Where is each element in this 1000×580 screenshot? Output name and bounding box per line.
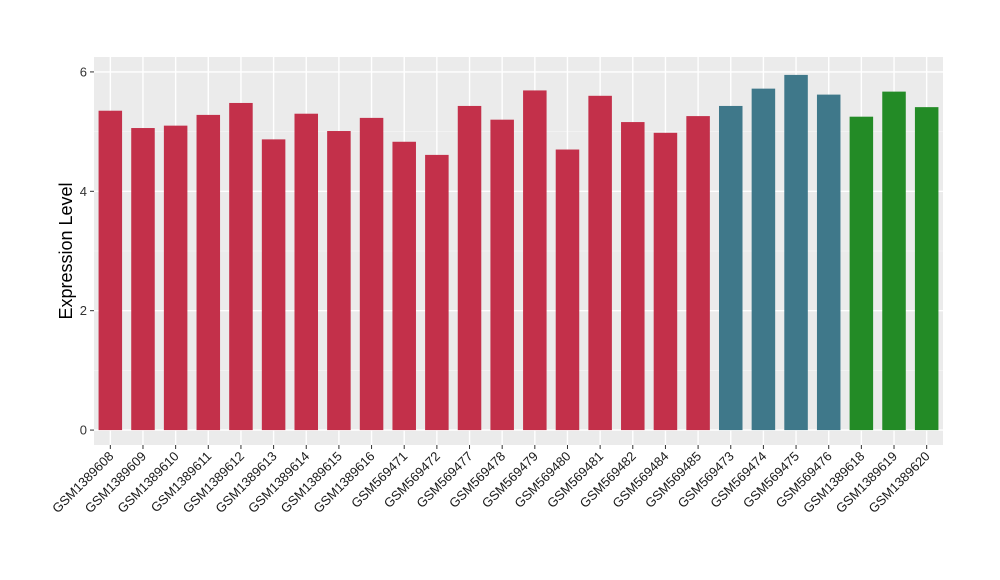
bar-GSM1389615 [327,131,351,431]
bar-GSM1389608 [98,110,123,431]
y-tick-label: 0 [80,423,87,438]
bar-GSM569482 [621,122,645,431]
bar-GSM569480 [555,149,580,431]
y-tick-label: 6 [80,64,87,79]
y-tick-label: 2 [80,303,87,318]
bar-GSM569484 [653,132,678,431]
bar-GSM569477 [457,105,482,431]
bar-GSM569478 [490,119,514,431]
bar-GSM1389612 [229,102,253,431]
bar-GSM1389618 [849,116,874,431]
bar-GSM569471 [392,141,416,431]
bars [98,74,939,431]
bar-GSM569479 [523,90,547,431]
bar-GSM569473 [718,105,743,431]
bar-GSM1389620 [914,107,939,431]
bar-GSM1389619 [882,91,906,431]
bar-GSM569475 [784,74,808,431]
bar-GSM1389614 [294,113,319,431]
bar-GSM569476 [816,94,841,431]
y-axis: 0 2 4 6 [80,64,94,438]
bar-GSM569472 [425,154,449,431]
bar-GSM569485 [686,116,710,431]
bar-GSM569474 [751,88,776,431]
bar-GSM1389613 [261,139,286,431]
bar-GSM1389610 [163,125,188,431]
bar-GSM1389611 [196,114,221,431]
bar-GSM1389609 [131,128,155,431]
y-tick-label: 4 [80,184,87,199]
y-axis-title: Expression Level [56,182,76,319]
x-axis: GSM1389608GSM1389609GSM1389610GSM1389611… [49,445,933,516]
bar-GSM1389616 [359,117,384,431]
bar-GSM569481 [588,95,612,431]
